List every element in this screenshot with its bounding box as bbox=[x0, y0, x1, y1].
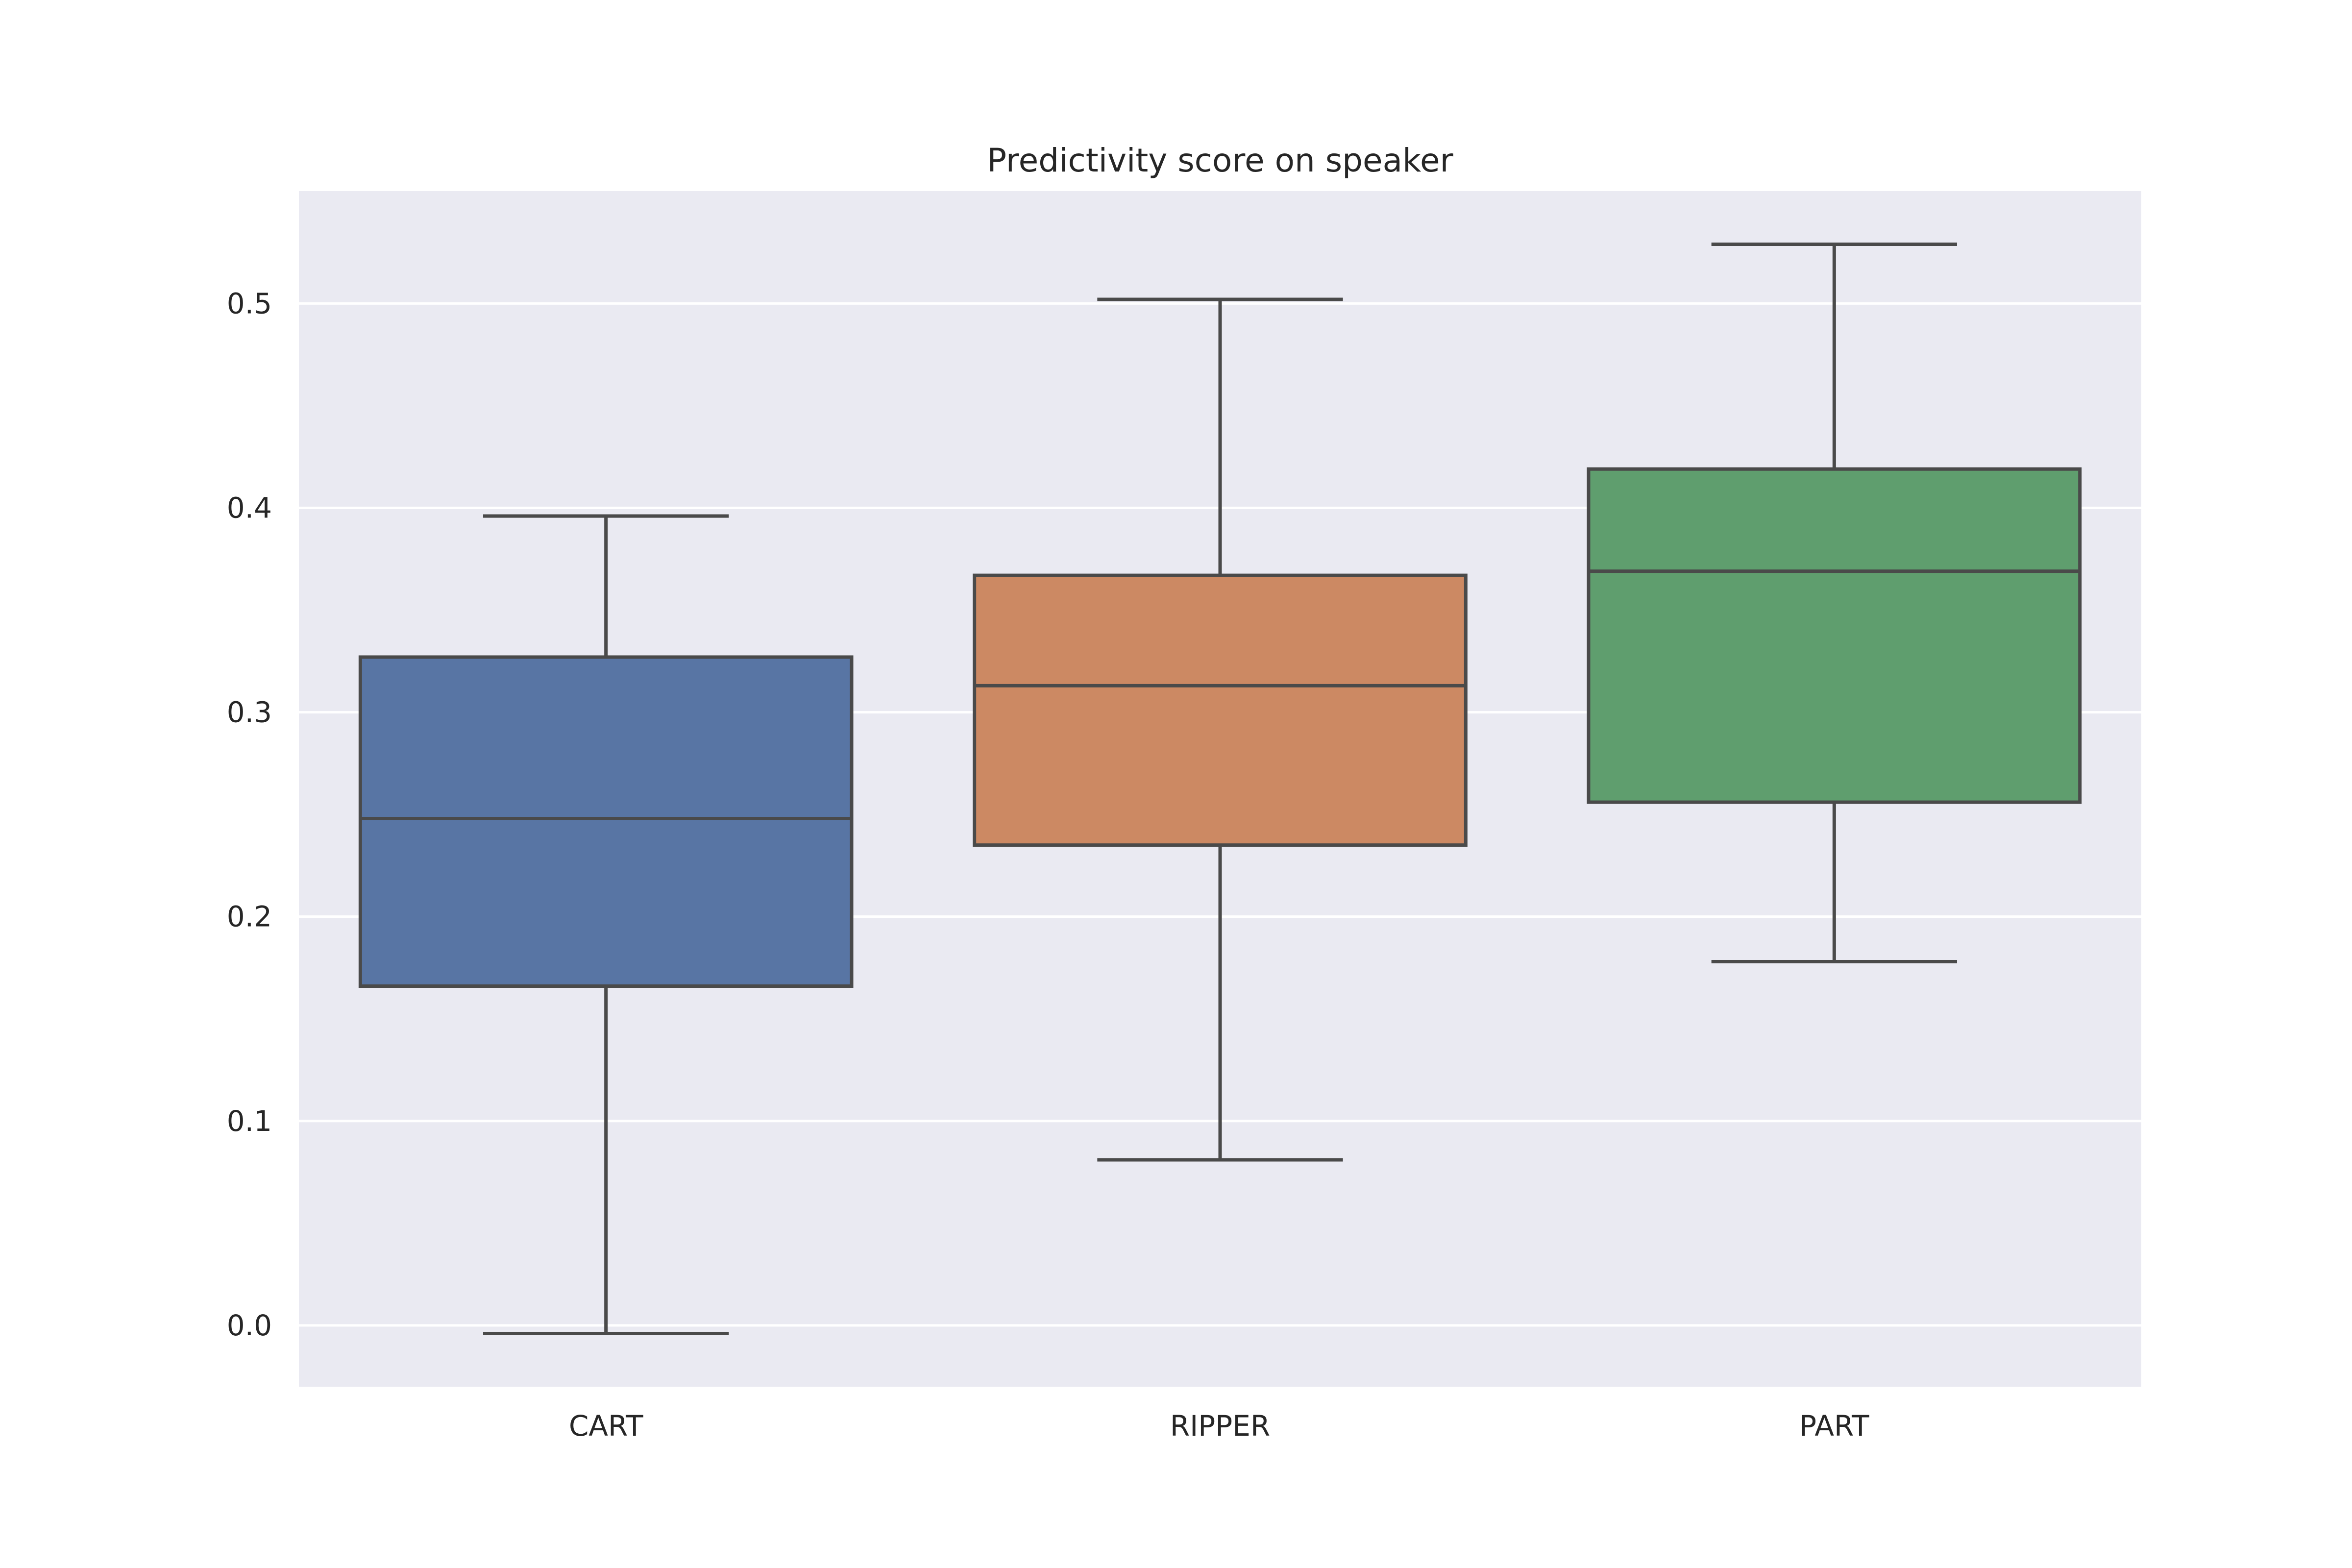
box-cart bbox=[358, 514, 854, 1336]
x-tick-label: CART bbox=[569, 1409, 643, 1443]
x-axis-tick-labels: CART RIPPER PART bbox=[569, 1409, 1869, 1443]
box-ripper bbox=[973, 297, 1468, 1162]
y-tick-label: 0.5 bbox=[227, 287, 272, 320]
box-part bbox=[1587, 242, 2082, 963]
y-tick-label: 0.2 bbox=[227, 900, 272, 933]
iqr-box bbox=[973, 573, 1468, 847]
iqr-box bbox=[1587, 467, 2082, 804]
chart-title: Predictivity score on speaker bbox=[987, 142, 1453, 179]
y-tick-label: 0.1 bbox=[227, 1104, 272, 1138]
y-tick-label: 0.3 bbox=[227, 696, 272, 729]
y-axis-tick-labels: 0.0 0.1 0.2 0.3 0.4 0.5 bbox=[227, 287, 272, 1342]
x-tick-label: PART bbox=[1799, 1409, 1869, 1443]
y-tick-label: 0.4 bbox=[227, 491, 272, 524]
iqr-box bbox=[358, 655, 854, 988]
y-tick-label: 0.0 bbox=[227, 1309, 272, 1342]
x-tick-label: RIPPER bbox=[1170, 1409, 1270, 1443]
boxes bbox=[358, 242, 2082, 1336]
